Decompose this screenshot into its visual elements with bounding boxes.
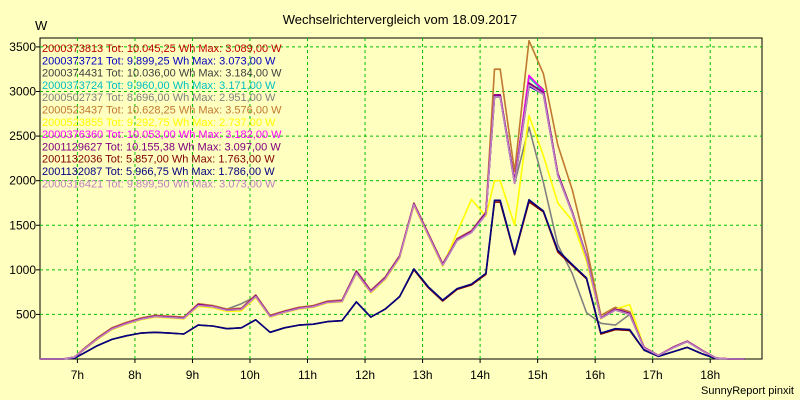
legend-entry-7: 2000376360 Tot: 10.053,00 Wh Max: 3.182,…	[42, 129, 282, 141]
y-tick-label: 2000	[9, 174, 36, 188]
x-tick-label: 12h	[355, 368, 375, 382]
axes: 500 1000 1500 2000 2500 3000 3500 7h 8h 9h 10h 11h 1…	[9, 40, 720, 382]
legend-entry-6: 2000523855 Tot: 9.292,75 Wh Max: 2.737,0…	[42, 117, 276, 129]
x-tick-label: 14h	[470, 368, 490, 382]
x-tick-label: 10h	[240, 368, 260, 382]
x-tick-label: 13h	[413, 368, 433, 382]
legend: 2000373813 Tot: 10.045,25 Wh Max: 3.089,…	[42, 43, 282, 190]
footer-credit: SunnyReport pinxit	[701, 385, 794, 397]
plot-area	[39, 37, 763, 360]
y-tick-label: 3500	[9, 40, 36, 54]
x-tick-label: 18h	[700, 368, 720, 382]
legend-entry-1: 2000373721 Tot: 9.899,25 Wh Max: 3.073,0…	[42, 55, 276, 67]
legend-entry-8: 2001129627 Tot: 10.155,38 Wh Max: 3.097,…	[42, 141, 281, 153]
y-tick-label: 1500	[9, 218, 36, 232]
x-tick-label: 15h	[528, 368, 548, 382]
x-tick-label: 11h	[298, 368, 317, 382]
chart-title: Wechselrichtervergleich vom 18.09.2017	[283, 12, 518, 27]
legend-entry-5: 2000523437 Tot: 10.628,25 Wh Max: 3.576,…	[42, 105, 282, 117]
y-tick-label: 1000	[9, 263, 36, 277]
x-tick-label: 8h	[128, 368, 141, 382]
legend-entry-11: 2000316421 Tot: 9.899,50 Wh Max: 3.073,0…	[42, 178, 276, 190]
x-tick-label: 7h	[71, 368, 84, 382]
legend-entry-4: 2000502737 Tot: 8.696,00 Wh Max: 2.951,0…	[42, 92, 276, 104]
legend-entry-9: 2001132036 Tot: 5.857,00 Wh Max: 1.763,0…	[42, 154, 275, 166]
series-line-11	[40, 84, 745, 360]
legend-entry-0: 2000373813 Tot: 10.045,25 Wh Max: 3.089,…	[42, 43, 282, 55]
y-axis-unit-label: W	[35, 18, 48, 33]
x-tick-label: 17h	[643, 368, 663, 382]
series-line-10	[40, 198, 745, 360]
y-tick-label: 3000	[9, 85, 36, 99]
series-group	[40, 39, 745, 360]
x-tick-label: 9h	[186, 368, 199, 382]
x-tick-label: 16h	[585, 368, 605, 382]
y-tick-label: 500	[16, 307, 36, 321]
legend-entry-2: 2000374431 Tot: 10.036,00 Wh Max: 3.184,…	[42, 68, 282, 80]
legend-entry-10: 2001132087 Tot: 5.966,75 Wh Max: 1.786,0…	[42, 166, 275, 178]
grid	[40, 38, 762, 359]
y-tick-label: 2500	[9, 129, 36, 143]
legend-entry-3: 2000373724 Tot: 9.960,00 Wh Max: 3.171,0…	[42, 80, 276, 92]
